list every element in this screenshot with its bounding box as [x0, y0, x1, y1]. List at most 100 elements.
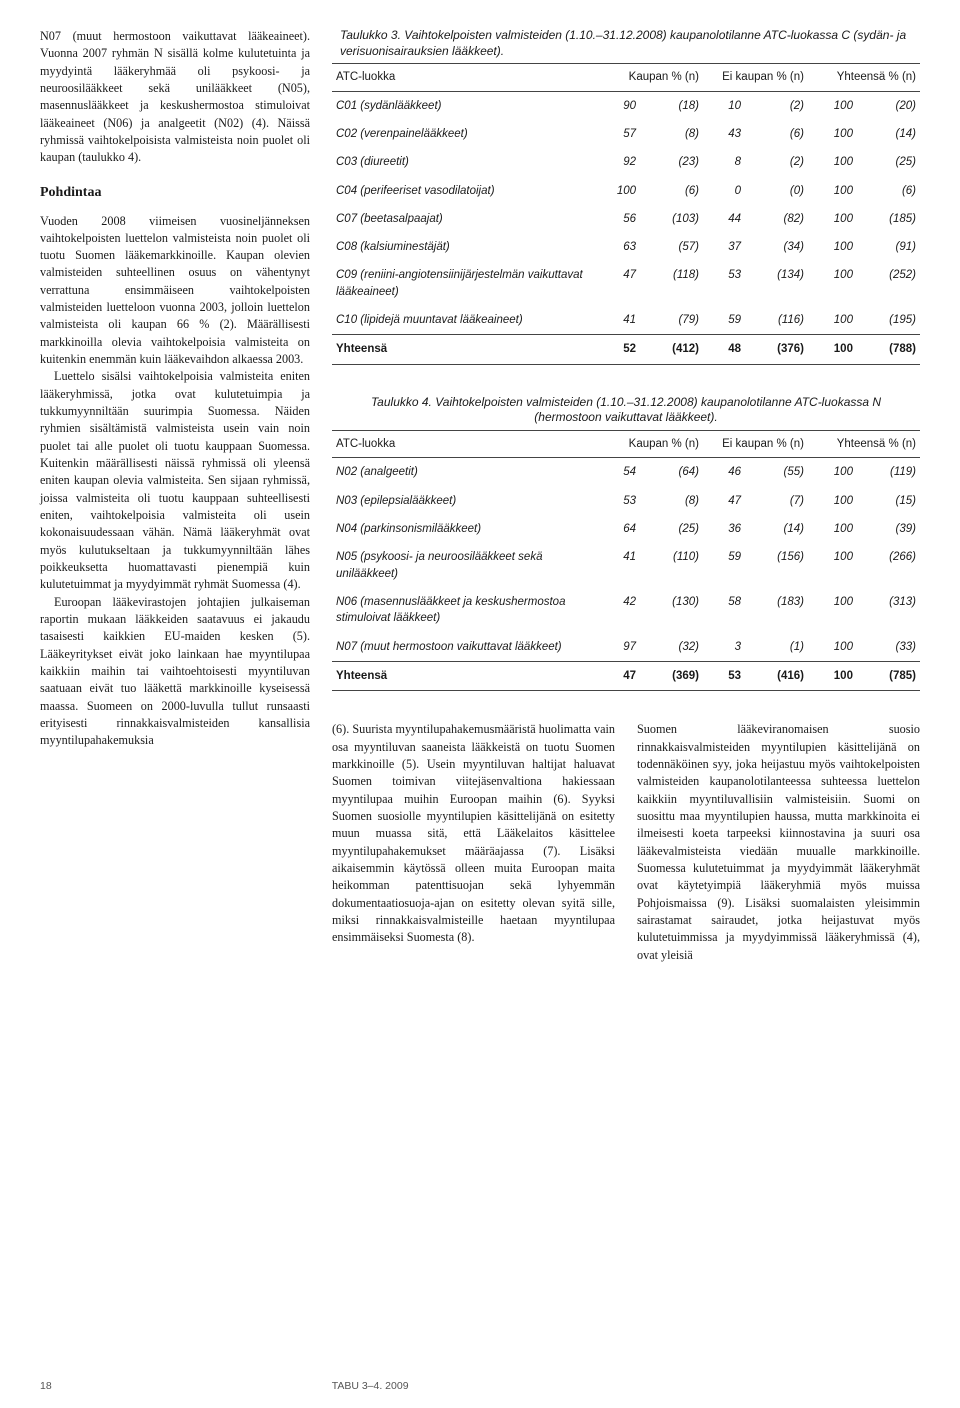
- row-label: C07 (beetasalpaajat): [332, 205, 598, 233]
- row-value: (185): [857, 205, 920, 233]
- table-row: C03 (diureetit)92(23)8(2)100(25): [332, 148, 920, 176]
- total-value: 52: [598, 335, 640, 364]
- table-3-caption: Taulukko 3. Vaihtokelpoisten valmisteide…: [332, 28, 920, 59]
- row-value: (64): [640, 458, 703, 487]
- row-value: (39): [857, 515, 920, 543]
- row-value: 92: [598, 148, 640, 176]
- row-value: (130): [640, 588, 703, 633]
- row-value: (252): [857, 261, 920, 306]
- row-value: (33): [857, 633, 920, 662]
- row-value: 100: [808, 233, 857, 261]
- table-row: C04 (perifeeriset vasodilatoijat)100(6)0…: [332, 177, 920, 205]
- row-value: (57): [640, 233, 703, 261]
- row-value: 100: [808, 487, 857, 515]
- row-value: (266): [857, 543, 920, 588]
- page-number: 18: [40, 1379, 52, 1394]
- total-label: Yhteensä: [332, 335, 598, 364]
- total-value: 48: [703, 335, 745, 364]
- th-atc: ATC-luokka: [332, 430, 598, 457]
- table-row: C07 (beetasalpaajat)56(103)44(82)100(185…: [332, 205, 920, 233]
- paragraph-2: Vuoden 2008 viimeisen vuosineljänneksen …: [40, 213, 310, 369]
- row-value: (0): [745, 177, 808, 205]
- row-value: 100: [808, 205, 857, 233]
- bottom-col-1: (6). Suurista myyntilupahakemusmääristä …: [332, 721, 615, 964]
- row-value: 47: [598, 261, 640, 306]
- row-value: 64: [598, 515, 640, 543]
- table-4: ATC-luokka Kaupan % (n) Ei kaupan % (n) …: [332, 430, 920, 691]
- row-value: 59: [703, 543, 745, 588]
- section-heading-pohdintaa: Pohdintaa: [40, 183, 310, 203]
- right-column: Taulukko 3. Vaihtokelpoisten valmisteide…: [332, 28, 920, 964]
- total-label: Yhteensä: [332, 661, 598, 690]
- bottom-text-columns: (6). Suurista myyntilupahakemusmääristä …: [332, 721, 920, 964]
- row-value: 58: [703, 588, 745, 633]
- row-label: N04 (parkinsonismilääkkeet): [332, 515, 598, 543]
- th-kaupan: Kaupan % (n): [598, 64, 703, 91]
- row-value: 10: [703, 91, 745, 120]
- table-row: C02 (verenpainelääkkeet)57(8)43(6)100(14…: [332, 120, 920, 148]
- table-3: ATC-luokka Kaupan % (n) Ei kaupan % (n) …: [332, 63, 920, 365]
- table-row: N03 (epilepsialääkkeet)53(8)47(7)100(15): [332, 487, 920, 515]
- table-row: C08 (kalsiuminestäjät)63(57)37(34)100(91…: [332, 233, 920, 261]
- total-value: (412): [640, 335, 703, 364]
- row-value: (2): [745, 91, 808, 120]
- row-value: 59: [703, 306, 745, 335]
- row-value: (116): [745, 306, 808, 335]
- row-value: (134): [745, 261, 808, 306]
- row-value: (20): [857, 91, 920, 120]
- table-row: C10 (lipidejä muuntavat lääkeaineet)41(7…: [332, 306, 920, 335]
- row-value: 56: [598, 205, 640, 233]
- row-value: (313): [857, 588, 920, 633]
- row-value: 53: [598, 487, 640, 515]
- row-value: 100: [808, 515, 857, 543]
- row-value: 8: [703, 148, 745, 176]
- row-label: C09 (reniini-angiotensiinijärjestelmän v…: [332, 261, 598, 306]
- row-value: (25): [640, 515, 703, 543]
- row-value: 100: [808, 588, 857, 633]
- total-value: 100: [808, 335, 857, 364]
- table-row: N04 (parkinsonismilääkkeet)64(25)36(14)1…: [332, 515, 920, 543]
- row-value: 41: [598, 306, 640, 335]
- row-label: C01 (sydänlääkkeet): [332, 91, 598, 120]
- table-row: N05 (psykoosi- ja neuroosilääkkeet sekä …: [332, 543, 920, 588]
- total-value: (369): [640, 661, 703, 690]
- row-value: 0: [703, 177, 745, 205]
- row-label: C02 (verenpainelääkkeet): [332, 120, 598, 148]
- table-total-row: Yhteensä47(369)53(416)100(785): [332, 661, 920, 690]
- total-value: 47: [598, 661, 640, 690]
- row-value: (79): [640, 306, 703, 335]
- paragraph-4: Euroopan lääkevirastojen johtajien julka…: [40, 594, 310, 750]
- table-row: C01 (sydänlääkkeet)90(18)10(2)100(20): [332, 91, 920, 120]
- paragraph-1: N07 (muut hermostoon vaikuttavat lääkeai…: [40, 28, 310, 167]
- row-value: 100: [808, 177, 857, 205]
- row-value: (156): [745, 543, 808, 588]
- paragraph-3: Luettelo sisälsi vaihtokelpoisia valmist…: [40, 368, 310, 593]
- text-column-left: N07 (muut hermostoon vaikuttavat lääkeai…: [40, 28, 310, 964]
- th-eikaupan: Ei kaupan % (n): [703, 64, 808, 91]
- row-value: (23): [640, 148, 703, 176]
- row-label: C10 (lipidejä muuntavat lääkeaineet): [332, 306, 598, 335]
- row-value: 44: [703, 205, 745, 233]
- row-value: 100: [808, 120, 857, 148]
- row-value: (25): [857, 148, 920, 176]
- row-label: C04 (perifeeriset vasodilatoijat): [332, 177, 598, 205]
- table-row: N06 (masennuslääkkeet ja keskushermostoa…: [332, 588, 920, 633]
- row-value: 100: [808, 91, 857, 120]
- row-value: (15): [857, 487, 920, 515]
- row-value: 100: [808, 633, 857, 662]
- bottom-col-2: Suomen lääkeviranomaisen suosio rinnakka…: [637, 721, 920, 964]
- table-row: N07 (muut hermostoon vaikuttavat lääkkee…: [332, 633, 920, 662]
- th-yht: Yhteensä % (n): [808, 64, 920, 91]
- row-label: N06 (masennuslääkkeet ja keskushermostoa…: [332, 588, 598, 633]
- table-4-wrap: Taulukko 4. Vaihtokelpoisten valmisteide…: [332, 395, 920, 691]
- total-value: (376): [745, 335, 808, 364]
- row-value: 100: [808, 261, 857, 306]
- row-value: (195): [857, 306, 920, 335]
- table-3-wrap: Taulukko 3. Vaihtokelpoisten valmisteide…: [332, 28, 920, 365]
- row-value: 97: [598, 633, 640, 662]
- row-value: (55): [745, 458, 808, 487]
- row-value: 46: [703, 458, 745, 487]
- row-value: (110): [640, 543, 703, 588]
- row-value: 100: [808, 306, 857, 335]
- table-row: C09 (reniini-angiotensiinijärjestelmän v…: [332, 261, 920, 306]
